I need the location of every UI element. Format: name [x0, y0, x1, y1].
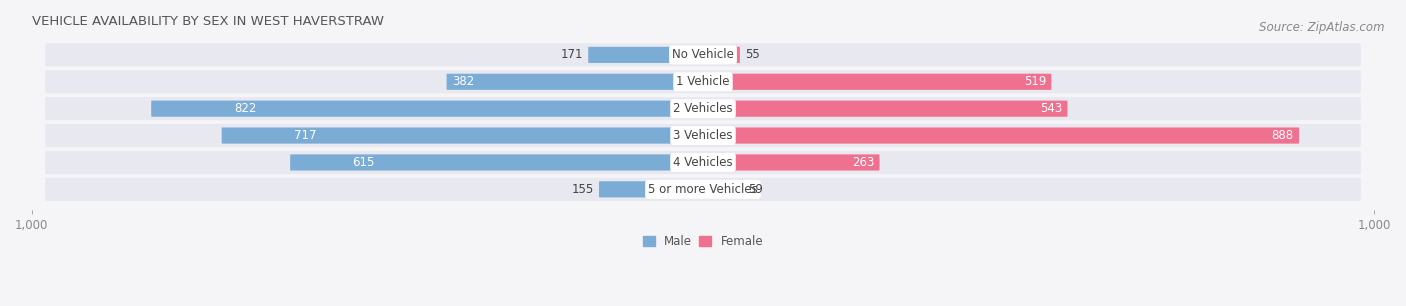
Text: VEHICLE AVAILABILITY BY SEX IN WEST HAVERSTRAW: VEHICLE AVAILABILITY BY SEX IN WEST HAVE…: [32, 15, 384, 28]
FancyBboxPatch shape: [45, 151, 1361, 174]
Text: 2 Vehicles: 2 Vehicles: [673, 102, 733, 115]
FancyBboxPatch shape: [703, 181, 742, 197]
FancyBboxPatch shape: [45, 124, 1361, 147]
Text: 3 Vehicles: 3 Vehicles: [673, 129, 733, 142]
FancyBboxPatch shape: [45, 43, 1361, 66]
FancyBboxPatch shape: [703, 101, 1067, 117]
FancyBboxPatch shape: [45, 178, 1361, 201]
FancyBboxPatch shape: [152, 101, 703, 117]
Text: 1 Vehicle: 1 Vehicle: [676, 75, 730, 88]
FancyBboxPatch shape: [222, 128, 703, 144]
Text: 55: 55: [745, 48, 761, 62]
Text: Source: ZipAtlas.com: Source: ZipAtlas.com: [1260, 21, 1385, 34]
FancyBboxPatch shape: [703, 128, 1299, 144]
Legend: Male, Female: Male, Female: [638, 230, 768, 252]
FancyBboxPatch shape: [703, 47, 740, 63]
FancyBboxPatch shape: [703, 155, 880, 170]
Text: 155: 155: [571, 183, 593, 196]
Text: 519: 519: [1024, 75, 1046, 88]
FancyBboxPatch shape: [290, 155, 703, 170]
Text: 5 or more Vehicles: 5 or more Vehicles: [648, 183, 758, 196]
Text: 59: 59: [748, 183, 763, 196]
Text: 171: 171: [561, 48, 583, 62]
Text: 615: 615: [352, 156, 374, 169]
FancyBboxPatch shape: [703, 74, 1052, 90]
Text: 263: 263: [852, 156, 875, 169]
Text: No Vehicle: No Vehicle: [672, 48, 734, 62]
Text: 822: 822: [233, 102, 256, 115]
Text: 888: 888: [1271, 129, 1294, 142]
Text: 543: 543: [1040, 102, 1062, 115]
FancyBboxPatch shape: [45, 97, 1361, 120]
Text: 382: 382: [451, 75, 474, 88]
FancyBboxPatch shape: [45, 70, 1361, 93]
FancyBboxPatch shape: [599, 181, 703, 197]
FancyBboxPatch shape: [588, 47, 703, 63]
FancyBboxPatch shape: [447, 74, 703, 90]
Text: 4 Vehicles: 4 Vehicles: [673, 156, 733, 169]
Text: 717: 717: [294, 129, 316, 142]
